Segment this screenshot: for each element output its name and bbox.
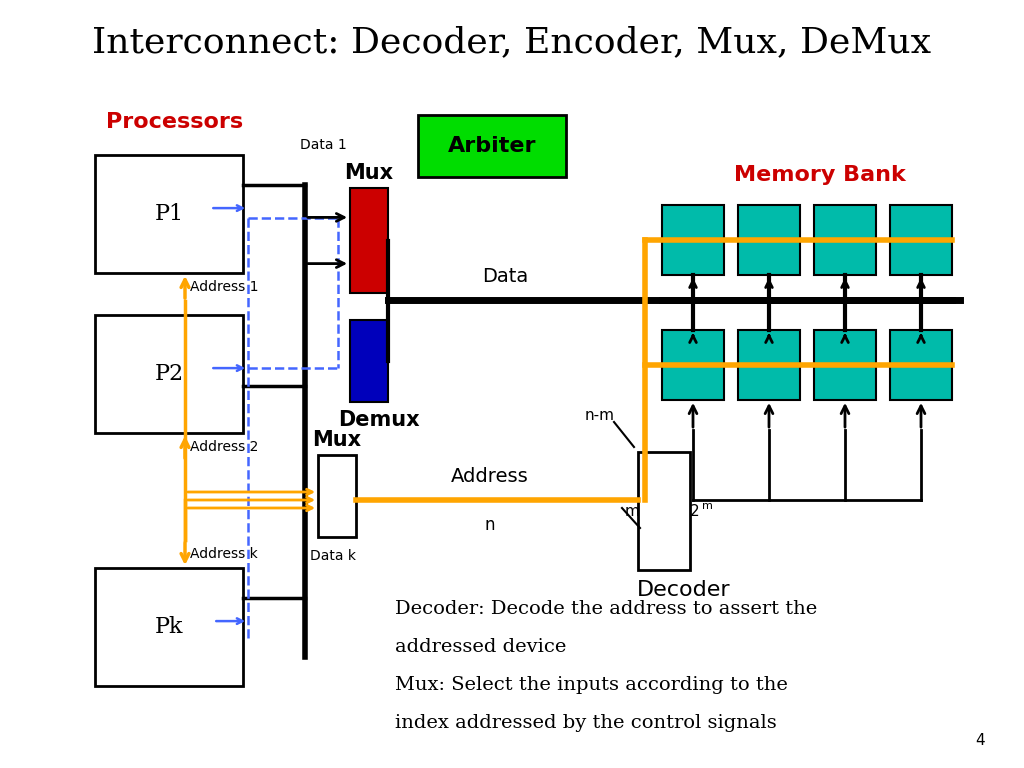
Bar: [662, 330, 724, 400]
Text: n: n: [484, 516, 496, 534]
Text: P2: P2: [155, 363, 183, 385]
Text: Address 1: Address 1: [190, 280, 258, 294]
Text: m: m: [701, 501, 713, 511]
Text: Data: Data: [482, 267, 528, 286]
Bar: [890, 330, 952, 400]
Bar: [738, 330, 800, 400]
Text: index addressed by the control signals: index addressed by the control signals: [395, 714, 777, 732]
Bar: [95, 568, 243, 686]
Text: Decoder: Decode the address to assert the: Decoder: Decode the address to assert th…: [395, 600, 817, 618]
Bar: [418, 115, 566, 177]
Bar: [814, 330, 876, 400]
Bar: [738, 205, 800, 275]
Text: Data k: Data k: [310, 549, 356, 563]
Bar: [890, 205, 952, 275]
Bar: [350, 320, 388, 402]
Text: Processors: Processors: [106, 112, 244, 132]
Bar: [318, 455, 356, 537]
Text: Mux: Mux: [312, 430, 361, 450]
Bar: [95, 155, 243, 273]
Text: Address 2: Address 2: [190, 440, 258, 454]
Text: n-m: n-m: [585, 408, 615, 422]
Bar: [95, 315, 243, 433]
Text: addressed device: addressed device: [395, 638, 566, 656]
Text: Demux: Demux: [338, 410, 420, 430]
Text: Address: Address: [452, 467, 528, 486]
Text: 2: 2: [690, 505, 699, 519]
Bar: [814, 205, 876, 275]
Text: 4: 4: [976, 733, 985, 748]
Bar: [350, 188, 388, 293]
Bar: [638, 452, 690, 570]
Text: Memory Bank: Memory Bank: [734, 165, 906, 185]
Text: Data 1: Data 1: [300, 138, 347, 152]
Text: Interconnect: Decoder, Encoder, Mux, DeMux: Interconnect: Decoder, Encoder, Mux, DeM…: [92, 25, 932, 59]
Text: P1: P1: [155, 203, 183, 225]
Text: Mux: Select the inputs according to the: Mux: Select the inputs according to the: [395, 676, 787, 694]
Text: Pk: Pk: [155, 616, 183, 638]
Text: Decoder: Decoder: [637, 580, 731, 600]
Text: m: m: [625, 505, 639, 519]
Text: Arbiter: Arbiter: [447, 136, 537, 156]
Text: Address k: Address k: [190, 547, 258, 561]
Bar: [662, 205, 724, 275]
Text: Mux: Mux: [344, 163, 393, 183]
